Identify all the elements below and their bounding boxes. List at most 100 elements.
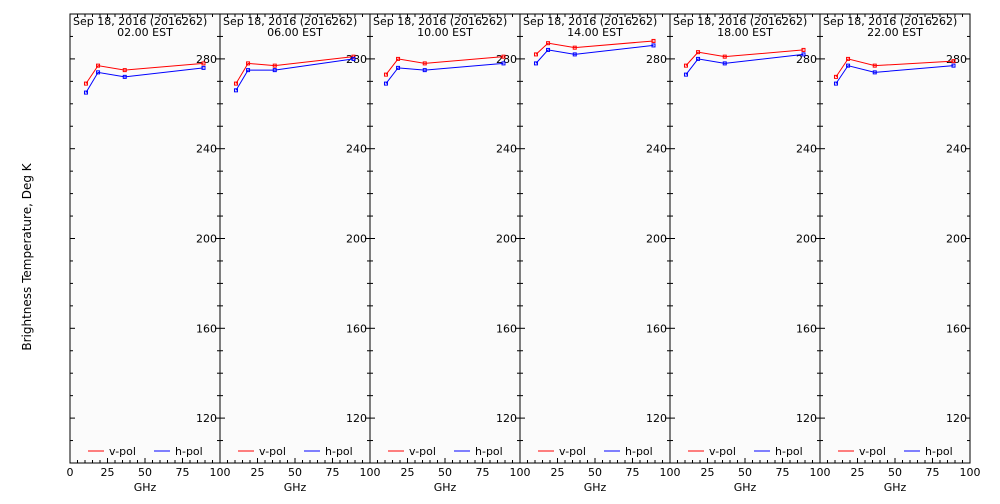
data-point-v-pol <box>422 61 427 66</box>
legend-label: v-pol <box>859 445 886 458</box>
series-line-v-pol <box>85 62 204 84</box>
plot-area <box>70 14 220 463</box>
panel-4: Sep 18, 2016 (2016262)14.00 EST 120 160 200… <box>519 13 681 494</box>
panel-subtitle: 14.00 EST <box>567 26 623 39</box>
data-point-v-pol <box>696 50 701 55</box>
y-tick-label: 280 <box>496 53 517 66</box>
y-tick-label: 200 <box>646 233 667 246</box>
series-line-h-pol <box>685 53 804 75</box>
y-tick-label: 120 <box>796 412 817 425</box>
legend-label: v-pol <box>559 445 586 458</box>
data-point-h-pol <box>96 70 101 75</box>
data-point-h-pol <box>846 63 851 68</box>
data-point-h-pol <box>722 61 727 66</box>
panel-3: Sep 18, 2016 (2016262)10.00 EST 120 160 200… <box>369 13 531 494</box>
panel-title: Sep 18, 2016 (2016262) <box>523 15 657 28</box>
data-point-h-pol <box>801 52 806 57</box>
x-axis-label: GHz <box>584 481 607 494</box>
data-point-v-pol <box>722 54 727 59</box>
data-point-v-pol <box>122 68 127 73</box>
x-tick-label: 50 <box>588 466 602 479</box>
data-point-v-pol <box>201 61 206 66</box>
y-tick-label: 200 <box>946 233 967 246</box>
panel-subtitle: 02.00 EST <box>117 26 173 39</box>
plot-area <box>670 14 820 463</box>
y-tick-label: 120 <box>346 412 367 425</box>
data-point-v-pol <box>572 45 577 50</box>
y-tick-label: 120 <box>196 412 217 425</box>
data-point-h-pol <box>122 74 127 79</box>
plot-area <box>520 14 670 463</box>
panel-title: Sep 18, 2016 (2016262) <box>223 15 357 28</box>
data-point-h-pol <box>246 68 251 73</box>
series-line-h-pol <box>235 58 354 91</box>
y-tick-label: 160 <box>196 322 217 335</box>
x-tick-label: 0 <box>67 466 74 479</box>
data-point-h-pol <box>233 88 238 93</box>
series-line-h-pol <box>85 67 204 93</box>
series-line-h-pol <box>385 62 504 84</box>
data-point-h-pol <box>533 61 538 66</box>
panel-frame <box>819 13 971 464</box>
series-line-v-pol <box>835 58 954 78</box>
x-axis-label: GHz <box>134 481 157 494</box>
y-tick-label: 240 <box>496 143 517 156</box>
data-point-v-pol <box>846 56 851 61</box>
x-tick-label: 75 <box>926 466 940 479</box>
x-tick-label: 100 <box>210 466 231 479</box>
y-tick-label: 240 <box>646 143 667 156</box>
data-point-h-pol <box>422 68 427 73</box>
x-tick-label: 25 <box>401 466 415 479</box>
panel-title: Sep 18, 2016 (2016262) <box>673 15 807 28</box>
data-point-v-pol <box>272 63 277 68</box>
legend-label: h-pol <box>175 445 203 458</box>
y-tick-label: 200 <box>796 233 817 246</box>
legend-label: h-pol <box>775 445 803 458</box>
plot-area <box>220 14 370 463</box>
data-point-v-pol <box>351 54 356 59</box>
series-line-h-pol <box>835 65 954 84</box>
panel-5: Sep 18, 2016 (2016262)18.00 EST 120 160 200… <box>669 13 831 494</box>
series-line-v-pol <box>685 49 804 66</box>
data-point-v-pol <box>246 61 251 66</box>
x-tick-label: 100 <box>510 466 531 479</box>
panel-subtitle: 22.00 EST <box>867 26 923 39</box>
y-tick-label: 280 <box>346 53 367 66</box>
data-point-v-pol <box>833 74 838 79</box>
y-tick-label: 280 <box>796 53 817 66</box>
y-tick-label: 200 <box>196 233 217 246</box>
y-tick-label: 200 <box>496 233 517 246</box>
y-tick-label: 160 <box>796 322 817 335</box>
panel-subtitle: 06.00 EST <box>267 26 323 39</box>
x-tick-label: 25 <box>101 466 115 479</box>
data-point-h-pol <box>951 63 956 68</box>
panel-title: Sep 18, 2016 (2016262) <box>373 15 507 28</box>
x-tick-label: 50 <box>288 466 302 479</box>
legend-label: h-pol <box>625 445 653 458</box>
x-axis-label: GHz <box>434 481 457 494</box>
x-tick-label: 100 <box>960 466 981 479</box>
x-tick-label: 25 <box>551 466 565 479</box>
y-tick-label: 120 <box>496 412 517 425</box>
y-tick-label: 200 <box>346 233 367 246</box>
data-point-h-pol <box>833 81 838 86</box>
data-point-v-pol <box>83 81 88 86</box>
legend-label: v-pol <box>409 445 436 458</box>
y-tick-label: 240 <box>346 143 367 156</box>
x-axis-label: GHz <box>884 481 907 494</box>
data-point-h-pol <box>696 56 701 61</box>
data-point-h-pol <box>546 47 551 52</box>
data-point-v-pol <box>801 47 806 52</box>
x-tick-label: 75 <box>326 466 340 479</box>
x-tick-label: 50 <box>138 466 152 479</box>
data-point-h-pol <box>872 70 877 75</box>
legend-label: v-pol <box>109 445 136 458</box>
data-point-v-pol <box>651 38 656 43</box>
panel-2: Sep 18, 2016 (2016262)06.00 EST 120 160 200… <box>219 13 381 494</box>
data-point-v-pol <box>383 72 388 77</box>
data-point-v-pol <box>233 81 238 86</box>
y-tick-label: 160 <box>646 322 667 335</box>
x-axis-label: GHz <box>734 481 757 494</box>
y-tick-label: 160 <box>346 322 367 335</box>
